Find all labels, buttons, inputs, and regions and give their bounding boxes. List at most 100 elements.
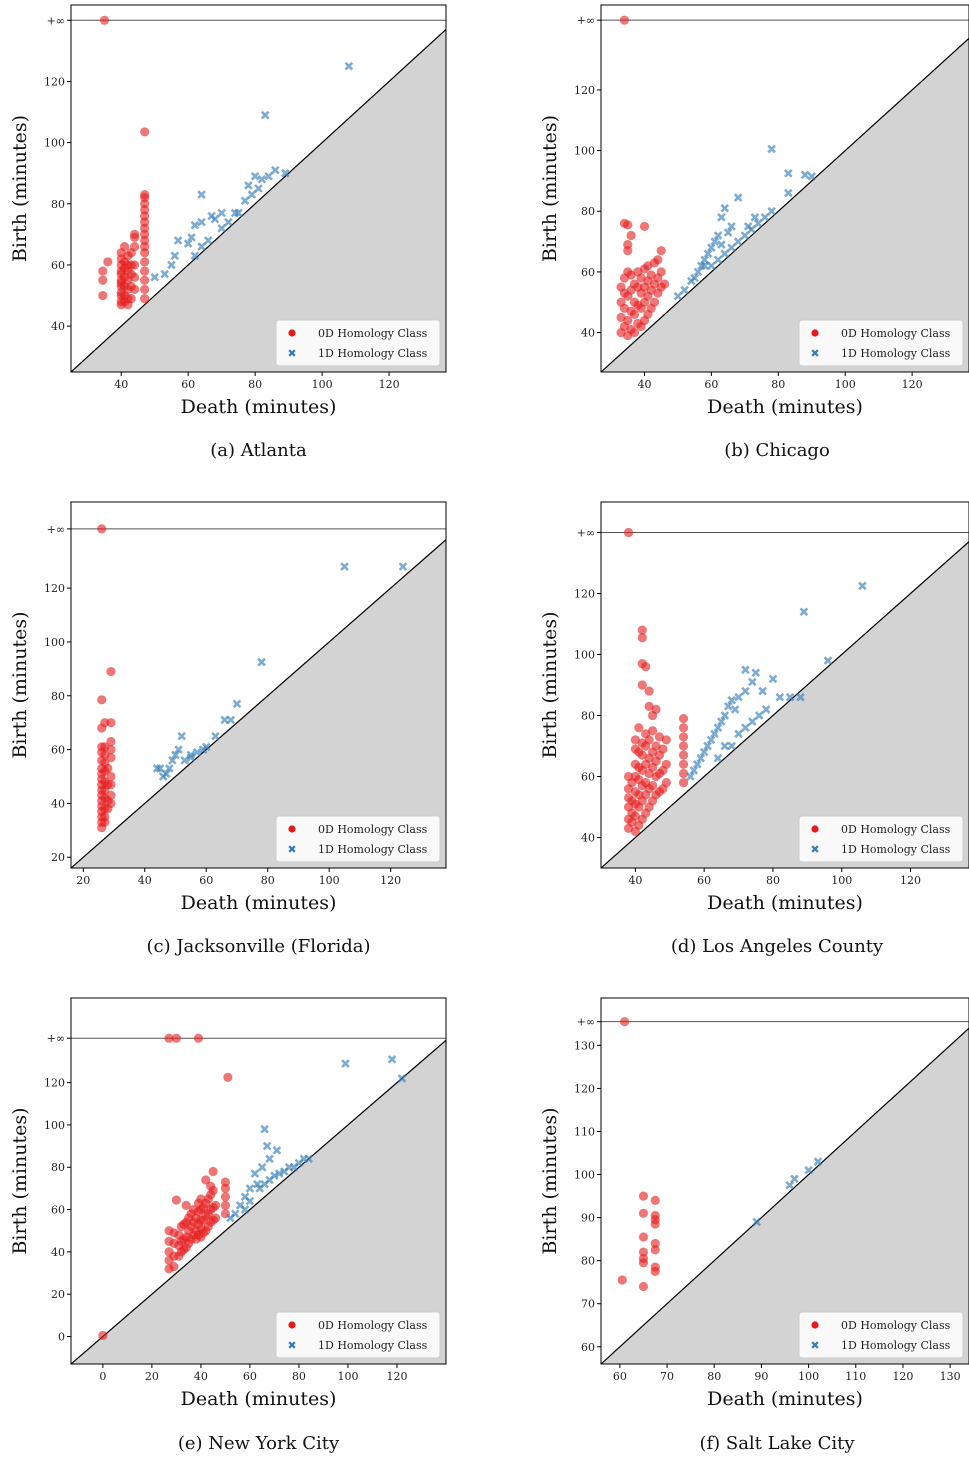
x-tick-label: 40 [628, 874, 642, 887]
point-1d [177, 731, 186, 741]
y-axis-label: Birth (minutes) [9, 611, 31, 758]
point-1d [723, 702, 733, 711]
point-0d [181, 1200, 191, 1210]
x-tick-label: 80 [292, 1370, 306, 1383]
plot-area [71, 524, 446, 868]
point-1d [733, 193, 743, 202]
point-1d [699, 747, 709, 757]
x-tick-label: 120 [900, 874, 921, 887]
x-tick-label: 40 [138, 874, 152, 887]
point-1d [692, 759, 702, 769]
y-tick-label: 80 [581, 205, 595, 218]
point-1d [217, 208, 226, 218]
point-0d [650, 1245, 660, 1255]
legend-marker-1d [811, 845, 819, 853]
point-0d [106, 744, 116, 755]
point-1d [265, 1154, 274, 1164]
point-1d [753, 219, 763, 228]
plot-area [601, 527, 969, 868]
legend-label: 1D Homology Class [318, 347, 428, 360]
y-tick-label: 60 [581, 771, 595, 784]
y-tick-label: 70 [581, 1298, 595, 1311]
point-0d [661, 759, 671, 769]
point-1d [758, 686, 767, 696]
panel-caption: (c) Jacksonville (Florida) [146, 936, 370, 957]
point-0d [637, 680, 647, 690]
point-0d [106, 666, 116, 677]
point-0d [678, 713, 689, 724]
point-0d [103, 804, 113, 814]
point-1d [257, 657, 266, 667]
legend: 0D Homology Class 1D Homology Class [275, 815, 441, 863]
point-1d [398, 562, 408, 571]
panel-caption: (e) New York City [178, 1433, 340, 1454]
point-1d [341, 1059, 350, 1068]
x-tick-label: 80 [707, 1370, 721, 1383]
point-0d [650, 1238, 660, 1249]
point-1d [234, 208, 243, 218]
x-tick-label: 80 [248, 378, 262, 391]
y-tick-label: 60 [51, 259, 65, 272]
point-1d [260, 110, 270, 120]
point-0d [119, 242, 130, 252]
legend-marker-0d [811, 825, 819, 833]
point-1d [713, 231, 723, 240]
y-axis-label: Birth (minutes) [9, 115, 31, 262]
y-tick-label: 120 [44, 582, 65, 595]
point-1d [696, 753, 706, 763]
point-0d [130, 229, 140, 239]
point-0d [650, 1219, 660, 1229]
x-axis-label: Death (minutes) [181, 396, 337, 418]
point-0d [223, 1072, 233, 1082]
point-1d [220, 715, 230, 725]
point-0d [638, 1281, 649, 1292]
point-1d [397, 1074, 407, 1083]
point-0d [649, 297, 660, 307]
panel-3: 20 40 60 80 100 120 20 40 60 80 100 120 +∞ Death (min… [9, 501, 447, 957]
point-0d [169, 1262, 179, 1272]
legend-label: 1D Homology Class [318, 843, 428, 856]
diagonal-line [71, 538, 446, 868]
point-0d [619, 15, 630, 25]
legend-label: 1D Homology Class [841, 347, 951, 360]
legend-label: 0D Homology Class [318, 823, 428, 836]
y-axis-label: Birth (minutes) [9, 1107, 31, 1254]
point-0d [140, 284, 150, 295]
x-tick-label: 60 [181, 378, 195, 391]
point-1d [224, 217, 233, 227]
point-1d [730, 705, 740, 714]
y-tick-label: 0 [58, 1330, 65, 1343]
point-1d [734, 692, 743, 702]
plot-frame [70, 4, 447, 373]
plot-frame [600, 4, 969, 373]
y-tick-label: 20 [51, 851, 65, 864]
point-1d [171, 750, 180, 760]
legend-box [275, 319, 441, 367]
y-tick-label: 100 [44, 137, 65, 150]
point-0d [208, 1185, 218, 1196]
point-0d [97, 695, 107, 705]
point-0d [644, 735, 654, 745]
point-1d [720, 711, 730, 720]
point-0d [629, 309, 640, 319]
point-1d [790, 1174, 799, 1184]
panel-6: 60 70 80 90 100 110 120 130 60 70 80 90 100 110 120 130… [539, 997, 969, 1454]
legend-marker-1d [288, 845, 296, 853]
point-0d [638, 1258, 649, 1268]
point-1d [720, 203, 730, 213]
point-0d [650, 1266, 660, 1277]
point-1d [264, 171, 273, 181]
point-1d [751, 668, 761, 678]
y-tick-label: 120 [44, 75, 65, 88]
point-1d [245, 1184, 255, 1193]
point-0d [623, 246, 633, 256]
point-1d [270, 165, 280, 175]
x-tick-label: 20 [145, 1370, 159, 1383]
point-1d [167, 260, 176, 270]
y-tick-label: 120 [574, 588, 595, 601]
point-1d [800, 170, 810, 180]
series-1d [152, 562, 408, 781]
legend: 0D Homology Class 1D Homology Class [798, 1311, 964, 1359]
point-1d [784, 188, 793, 198]
